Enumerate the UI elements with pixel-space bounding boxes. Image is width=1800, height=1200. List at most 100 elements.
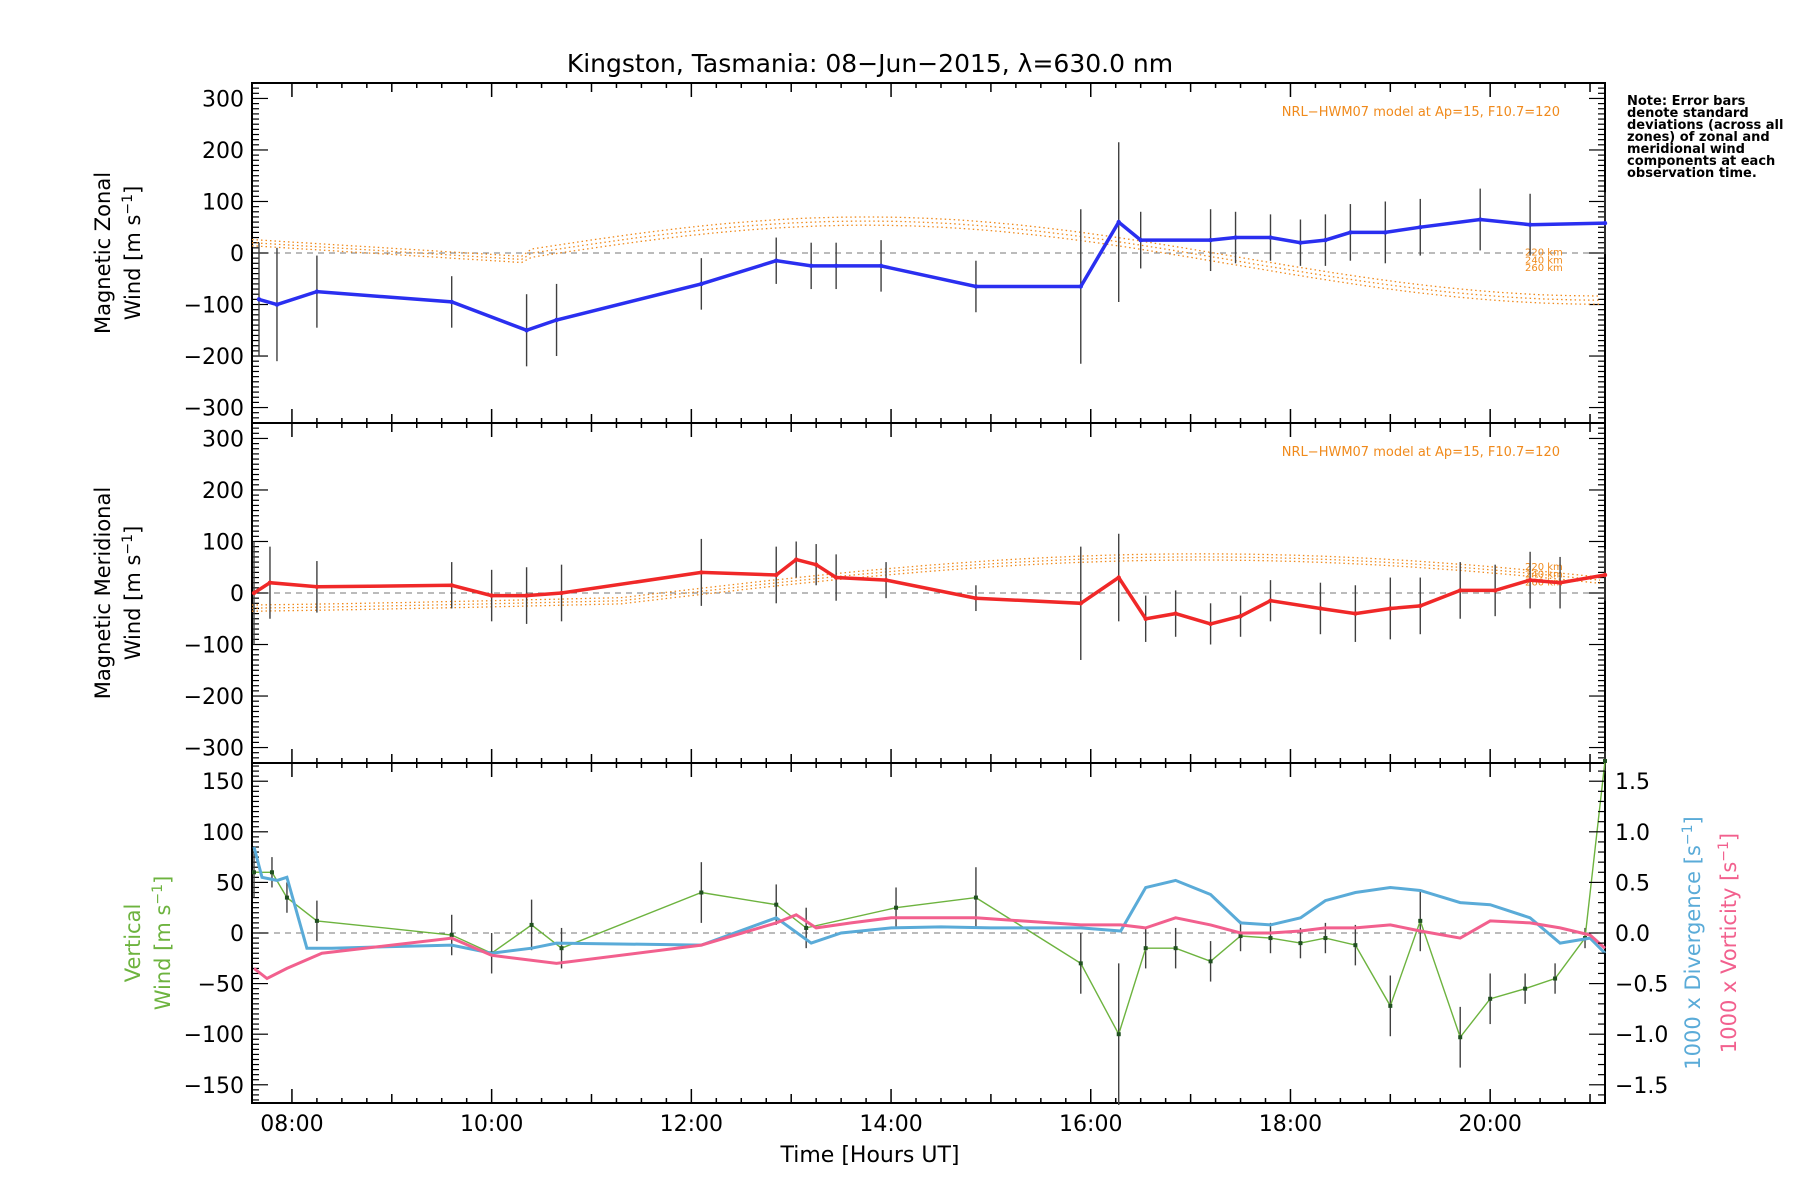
panel-zonal-ytick-label: 300 — [202, 87, 244, 112]
meridional-wind-point — [524, 593, 529, 598]
axis-label-close: ] — [1717, 833, 1741, 841]
x-tick-label: 18:00 — [1259, 1112, 1322, 1137]
panel-vertical-ytick-label: 100 — [202, 821, 244, 846]
right-axis-tick-label: 0.0 — [1615, 922, 1650, 947]
vertical-wind-point — [1388, 1003, 1393, 1008]
panel-zonal-ytick-label: −200 — [184, 345, 244, 370]
zonal-wind-point — [808, 263, 814, 269]
meridional-wind-point — [1418, 603, 1423, 609]
zonal-ylabel-sup: −1 — [120, 194, 136, 215]
figure-title: Kingston, Tasmania: 08−Jun−2015, λ=630.0… — [567, 49, 1173, 78]
zonal-wind-point — [554, 317, 559, 323]
zonal-wind-point — [1268, 235, 1273, 240]
zonal-wind-point — [1418, 225, 1423, 230]
vertical-wind-point — [314, 918, 319, 923]
meridional-wind-point — [1353, 611, 1358, 616]
zonal-wind-point — [314, 289, 320, 294]
vertical-wind-point — [1208, 959, 1213, 964]
meridional-wind-point — [1173, 611, 1178, 616]
zonal-ylabel: Magnetic Zonal Wind [m s−1] — [91, 172, 145, 334]
vertical-wind-point — [1268, 936, 1273, 941]
right-axis-tick-label: 1.5 — [1615, 770, 1650, 795]
right-axis-labels: 1000 x Divergence [s−1]1000 x Vorticity … — [1680, 816, 1741, 1070]
meridional-wind-point — [883, 577, 889, 583]
divergence-line — [252, 846, 1607, 955]
panel-zonal-ytick-label: 100 — [202, 190, 244, 215]
meridional-wind-point — [559, 590, 564, 596]
vertical-wind-point — [1353, 943, 1358, 948]
vertical-ylabel-close: ] — [151, 876, 175, 884]
zonal-wind-point — [256, 297, 262, 302]
vertical-wind-point — [804, 925, 809, 930]
x-tick-label: 20:00 — [1458, 1112, 1521, 1137]
meridional-wind-point — [267, 580, 273, 585]
panel-vertical-ytick-label: −150 — [184, 1074, 244, 1099]
vorticity-line — [253, 913, 1606, 981]
axis-label-close: ] — [1681, 816, 1705, 824]
meridional-wind-point — [973, 595, 979, 601]
meridional-wind-point — [1318, 606, 1323, 611]
vertical-wind-point — [251, 870, 256, 875]
vertical-wind-point — [894, 905, 899, 910]
panel-meridional-model-curve — [251, 556, 1601, 609]
vertical-ylabel-text: Wind [m s — [151, 905, 175, 1011]
meridional-wind-point — [1527, 577, 1533, 583]
panel-meridional-ytick-label: 300 — [202, 427, 244, 452]
zonal-wind-point — [774, 258, 779, 263]
vertical-wind-point — [1078, 961, 1083, 966]
meridional-wind-point — [1602, 572, 1608, 578]
meridional-wind-line — [253, 557, 1606, 626]
meridional-wind-point — [1492, 588, 1498, 593]
zonal-ylabel-text: Wind [m s — [121, 215, 145, 321]
meridional-ylabel-sup: −1 — [120, 534, 136, 555]
panel-zonal-ytick-label: −100 — [184, 294, 244, 319]
zonal-ylabel-line1: Magnetic Zonal — [91, 172, 115, 334]
zonal-ylabel-line2: Wind [m s−1] — [120, 186, 145, 321]
zonal-wind-point — [1527, 222, 1533, 227]
panel-zonal-model-label: NRL−HWM07 model at Ap=15, F10.7=120 — [1282, 105, 1560, 120]
vertical-wind-point — [699, 890, 704, 895]
vertical-wind-point — [269, 870, 274, 875]
vertical-ylabel-line1: Vertical — [121, 904, 145, 983]
panel-zonal-model-height-label: 240 km — [1525, 255, 1563, 266]
panel-meridional-model-height-label: 240 km — [1525, 570, 1563, 581]
zonal-wind-point — [699, 281, 704, 287]
zonal-wind-point — [1233, 235, 1238, 240]
meridional-wind-point — [1388, 606, 1393, 611]
meridional-wind-point — [1557, 580, 1563, 585]
vertical-wind-point — [1238, 934, 1243, 939]
zonal-wind-point — [524, 328, 529, 333]
axis-label-text: 1000 x Vorticity [s — [1717, 862, 1741, 1053]
right-axis-tick-label: −1.5 — [1615, 1074, 1668, 1099]
axis-label-sup: −1 — [1680, 824, 1696, 845]
zonal-wind-point — [1602, 220, 1608, 226]
vertical-wind-point — [1523, 986, 1528, 991]
panel-zonal-ytick-label: 200 — [202, 139, 244, 164]
panel-meridional-ytick-label: 100 — [202, 530, 244, 555]
x-tick-label: 14:00 — [859, 1112, 922, 1137]
x-tick-label: 10:00 — [460, 1112, 523, 1137]
panel-meridional-ytick-label: −100 — [184, 634, 244, 659]
vertical-wind-point — [1143, 946, 1148, 951]
right-axis-tick-label: 0.5 — [1615, 871, 1650, 896]
x-axis-label: Time [Hours UT] — [780, 1143, 960, 1168]
vertical-wind-point — [774, 902, 779, 907]
meridional-wind-point — [489, 593, 494, 598]
panel-meridional-model-curve — [251, 559, 1601, 612]
meridional-wind-point — [1208, 621, 1213, 627]
vertical-wind-point — [1488, 996, 1493, 1001]
panel-zonal-model-height-label: 260 km — [1525, 263, 1563, 274]
panel-meridional-model-curve — [251, 553, 1601, 606]
zonal-wind-line — [258, 217, 1606, 333]
vertical-wind-point — [284, 895, 289, 900]
zonal-wind-point — [1208, 237, 1213, 243]
vertical-wind-point — [1603, 758, 1607, 763]
x-tick-label: 08:00 — [260, 1112, 323, 1137]
vorticity-axis-label: 1000 x Vorticity [s−1] — [1716, 833, 1741, 1053]
meridional-wind-point — [774, 572, 779, 578]
panel-vertical-ytick-label: 50 — [216, 871, 244, 896]
meridional-wind-point — [449, 583, 454, 588]
panel-vertical-ytick-label: 150 — [202, 770, 244, 795]
meridional-wind-point — [1078, 601, 1083, 606]
